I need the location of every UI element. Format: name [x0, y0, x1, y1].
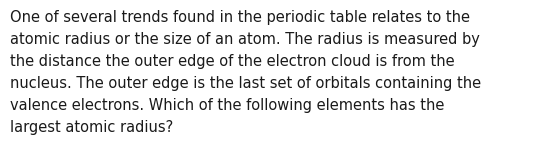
- Text: One of several trends found in the periodic table relates to the: One of several trends found in the perio…: [10, 10, 470, 25]
- Text: valence electrons. Which of the following elements has the: valence electrons. Which of the followin…: [10, 98, 444, 113]
- Text: largest atomic radius?: largest atomic radius?: [10, 120, 173, 135]
- Text: atomic radius or the size of an atom. The radius is measured by: atomic radius or the size of an atom. Th…: [10, 32, 480, 47]
- Text: the distance the outer edge of the electron cloud is from the: the distance the outer edge of the elect…: [10, 54, 455, 69]
- Text: nucleus. The outer edge is the last set of orbitals containing the: nucleus. The outer edge is the last set …: [10, 76, 481, 91]
